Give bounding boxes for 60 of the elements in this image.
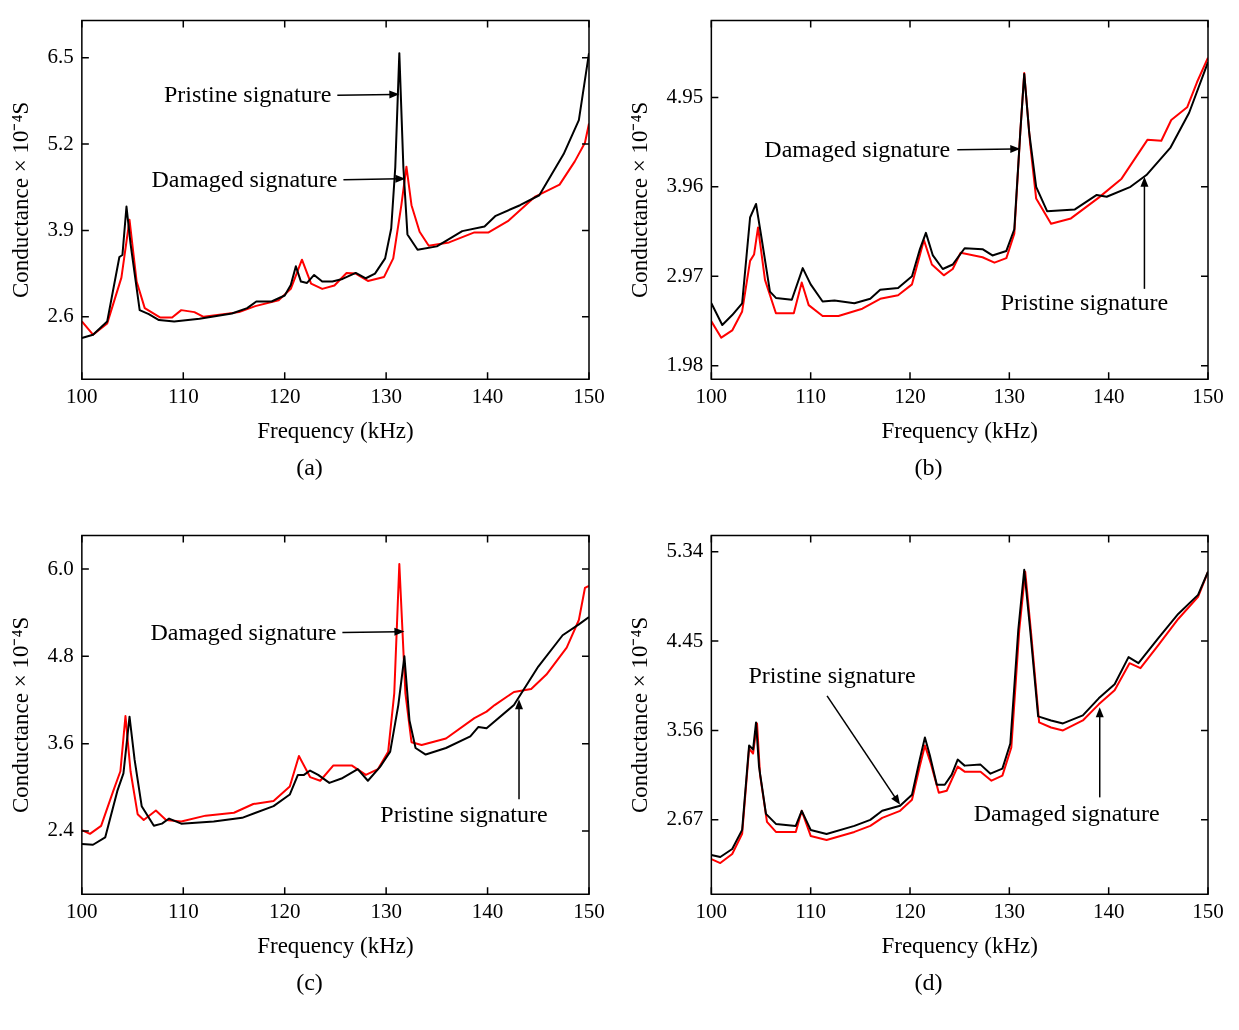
x-tick-label: 120 xyxy=(268,384,301,409)
x-tick-label: 130 xyxy=(993,899,1026,924)
annotation: Pristine signature xyxy=(380,801,548,828)
x-axis-title: Frequency (kHz) xyxy=(257,933,414,959)
annotation: Damaged signature xyxy=(150,618,337,645)
x-tick-label: 120 xyxy=(894,384,926,409)
x-tick-label: 100 xyxy=(695,384,728,409)
x-tick-label: 110 xyxy=(795,384,827,409)
x-tick-label: 130 xyxy=(370,384,402,409)
annotation: Pristine signature xyxy=(1000,288,1169,315)
y-tick-label: 2.4 xyxy=(47,817,75,842)
y-axis-title: Conductance × 10⁻⁴S xyxy=(7,616,33,814)
x-tick-label: 100 xyxy=(695,899,728,924)
x-tick-label: 140 xyxy=(471,384,504,409)
text: (b) xyxy=(913,454,944,481)
x-tick-label: 100 xyxy=(66,899,98,924)
x-tick-label: 150 xyxy=(573,384,605,409)
y-tick-label: 2.6 xyxy=(47,303,74,328)
x-tick-label: 110 xyxy=(167,899,199,924)
text: (d) xyxy=(913,969,944,996)
x-tick-label: 110 xyxy=(795,899,827,924)
y-tick-label: 6.0 xyxy=(47,555,74,580)
y-tick-label: 3.6 xyxy=(47,730,74,755)
x-tick-label: 120 xyxy=(268,899,301,924)
text: (a) xyxy=(295,454,324,481)
annotation: Pristine signature xyxy=(748,661,916,688)
annotation: Damaged signature xyxy=(973,800,1160,827)
y-tick-label: 2.67 xyxy=(666,806,704,831)
x-tick-label: 150 xyxy=(1192,384,1224,409)
annotation: Pristine signature xyxy=(164,81,332,108)
x-tick-label: 100 xyxy=(66,384,98,409)
y-tick-label: 3.56 xyxy=(666,716,704,741)
x-axis-title: Frequency (kHz) xyxy=(257,418,414,444)
x-tick-label: 120 xyxy=(894,899,926,924)
y-tick-label: 5.34 xyxy=(666,538,704,563)
x-tick-label: 110 xyxy=(167,384,199,409)
y-tick-label: 1.98 xyxy=(666,352,704,377)
y-tick-label: 4.8 xyxy=(47,642,74,667)
y-axis-title: Conductance × 10⁻⁴S xyxy=(626,101,652,299)
y-tick-label: 5.2 xyxy=(47,130,74,155)
x-tick-label: 130 xyxy=(370,899,402,924)
y-axis-title: Conductance × 10⁻⁴S xyxy=(626,616,652,814)
x-tick-label: 130 xyxy=(993,384,1026,409)
y-axis-title: Conductance × 10⁻⁴S xyxy=(7,101,33,299)
x-tick-label: 140 xyxy=(1092,384,1125,409)
x-tick-label: 140 xyxy=(1092,899,1125,924)
x-tick-label: 150 xyxy=(573,899,605,924)
text: (c) xyxy=(295,969,324,996)
annotation: Damaged signature xyxy=(151,165,338,192)
y-tick-label: 6.5 xyxy=(47,44,74,69)
x-tick-label: 150 xyxy=(1192,899,1224,924)
x-tick-label: 140 xyxy=(471,899,504,924)
y-tick-label: 3.9 xyxy=(47,216,74,241)
y-tick-label: 3.96 xyxy=(666,173,704,198)
x-axis-title: Frequency (kHz) xyxy=(881,933,1038,959)
annotation: Damaged signature xyxy=(764,135,951,162)
y-tick-label: 2.97 xyxy=(666,262,704,287)
x-axis-title: Frequency (kHz) xyxy=(881,418,1038,444)
y-tick-label: 4.95 xyxy=(666,83,704,108)
y-tick-label: 4.45 xyxy=(666,627,704,652)
